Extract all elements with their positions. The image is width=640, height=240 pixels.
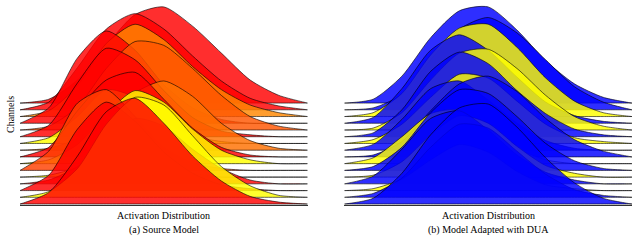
svg-text:Activation Distribution: Activation Distribution: [442, 210, 535, 221]
svg-text:(b) Model Adapted with DUA: (b) Model Adapted with DUA: [428, 224, 549, 236]
svg-text:Activation Distribution: Activation Distribution: [117, 210, 210, 221]
svg-text:Channels: Channels: [5, 96, 16, 133]
svg-text:(a) Source Model: (a) Source Model: [129, 224, 199, 236]
